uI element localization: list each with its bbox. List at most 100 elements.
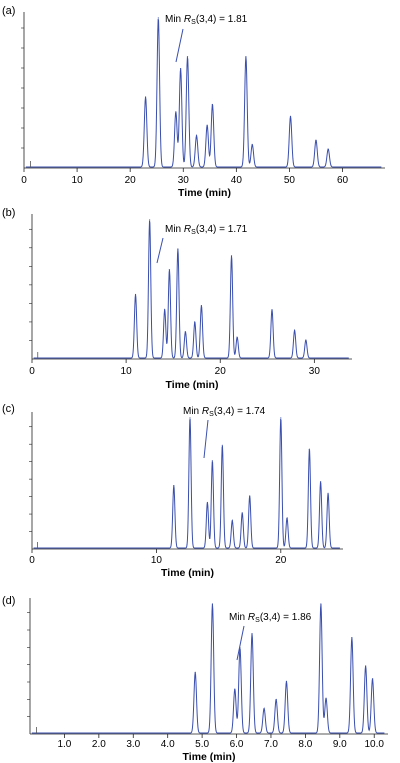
annotation-leader-line (203, 419, 209, 459)
x-tick-label: 20 (215, 366, 227, 377)
peak-apex (211, 460, 213, 462)
annotation-leader-line (236, 625, 245, 661)
peak-apex (263, 707, 265, 710)
peak-apex (320, 481, 322, 483)
peak-apex (184, 331, 187, 333)
x-tick-label: 6.0 (230, 739, 244, 750)
resolution-annotation: Min RS(3,4) = 1.81 (165, 14, 248, 26)
x-tick-label: 10.0 (364, 739, 384, 750)
resolution-annotation: Min RS(3,4) = 1.86 (229, 612, 312, 624)
peak-apex (189, 417, 191, 419)
x-tick-label: 10 (121, 366, 133, 377)
x-tick-label: 1.0 (57, 739, 71, 750)
chromatogram-trace (31, 603, 385, 734)
peak-apex (206, 501, 209, 504)
x-tick-label: 50 (284, 175, 296, 186)
resolution-annotation: Min RS(3,4) = 1.71 (165, 224, 248, 236)
panel-label: (b) (2, 207, 15, 219)
chromatogram-trace (33, 418, 340, 549)
x-tick-label: 4.0 (161, 739, 175, 750)
chart-panel-d: (d) 1.0 2.0 3.0 4.0 5.0 6.0 7.0 8.0 9.0 10.0 Time (… (2, 595, 388, 763)
peak-apex (144, 96, 147, 98)
x-axis-title: Time (min) (161, 567, 214, 579)
peak-apex (236, 336, 238, 338)
peak-apex (285, 680, 288, 683)
x-axis-title: Time (min) (166, 379, 219, 391)
peak-apex (327, 492, 329, 494)
peak-apex (245, 56, 247, 58)
x-tick-label: 60 (337, 175, 349, 186)
peak-apex (271, 309, 273, 311)
peak-apex (286, 517, 288, 519)
x-tick-label: 0 (29, 366, 35, 377)
peak-apex (308, 448, 311, 450)
x-axis-title: Time (min) (178, 187, 231, 199)
peak-apex (327, 148, 329, 150)
x-axis-title: Time (min) (183, 751, 236, 763)
x-tick-label: 20 (125, 175, 137, 186)
peak-apex (177, 248, 179, 250)
peak-apex (351, 636, 353, 639)
peak-apex (173, 485, 175, 487)
x-tick-label: 8.0 (298, 739, 312, 750)
peak-apex (194, 671, 196, 673)
panel-label: (c) (2, 403, 15, 415)
chromatogram-trace (33, 220, 349, 359)
chart-panel-b: (b) 0 10 20 30 Time (min) Min RS(3,4) = 1.71 (2, 207, 352, 391)
peak-apex (249, 495, 251, 497)
peak-apex (315, 139, 317, 141)
peak-apex (293, 329, 296, 331)
peak-apex (194, 321, 196, 323)
peak-apex (251, 144, 253, 146)
peak-apex (280, 417, 282, 419)
panel-label: (a) (2, 5, 15, 17)
chart-panel-c: (c) 0 10 20 Time (min) Min RS(3,4) = 1.74 (2, 403, 343, 579)
peak-apex (234, 688, 236, 690)
peak-apex (175, 111, 177, 113)
peak-apex (365, 665, 367, 667)
peak-apex (149, 219, 151, 221)
panel-label: (d) (2, 595, 15, 607)
peak-apex (180, 68, 182, 70)
peak-apex (241, 512, 243, 514)
x-tick-label: 10 (151, 555, 163, 566)
peak-apex (164, 309, 166, 311)
x-tick-label: 3.0 (126, 739, 140, 750)
peak-apex (231, 520, 233, 522)
resolution-annotation: Min RS(3,4) = 1.74 (183, 406, 266, 418)
peak-apex (134, 293, 137, 296)
x-tick-label: 0 (21, 175, 27, 186)
peak-apex (371, 678, 374, 680)
peak-apex (325, 697, 327, 699)
x-tick-label: 7.0 (264, 739, 278, 750)
x-tick-label: 30 (178, 175, 190, 186)
peak-apex (168, 269, 171, 271)
annotation-leader-line (175, 28, 184, 63)
peak-apex (195, 135, 198, 137)
peak-apex (320, 603, 322, 605)
annotation-leader-line (156, 237, 164, 264)
x-tick-label: 5.0 (195, 739, 209, 750)
x-tick-label: 0 (29, 555, 35, 566)
chromatogram-trace (25, 18, 382, 168)
x-tick-label: 2.0 (92, 739, 106, 750)
x-tick-label: 20 (275, 555, 287, 566)
peak-apex (157, 17, 159, 19)
x-tick-label: 30 (309, 366, 321, 377)
peak-apex (289, 115, 292, 117)
peak-apex (305, 339, 307, 341)
peak-apex (186, 56, 189, 58)
chart-panel-a: (a) 0 10 20 30 40 50 60 Time (min) Min RS(3,4) = … (2, 5, 385, 199)
x-tick-label: 10 (72, 175, 84, 186)
peak-apex (200, 304, 203, 307)
peak-apex (211, 603, 214, 605)
x-tick-label: 9.0 (333, 739, 347, 750)
peak-apex (221, 444, 223, 446)
peak-apex (206, 124, 208, 126)
peak-apex (211, 103, 214, 106)
x-tick-label: 40 (231, 175, 243, 186)
peak-apex (275, 698, 277, 701)
peak-apex (251, 633, 253, 635)
peak-apex (230, 255, 233, 257)
